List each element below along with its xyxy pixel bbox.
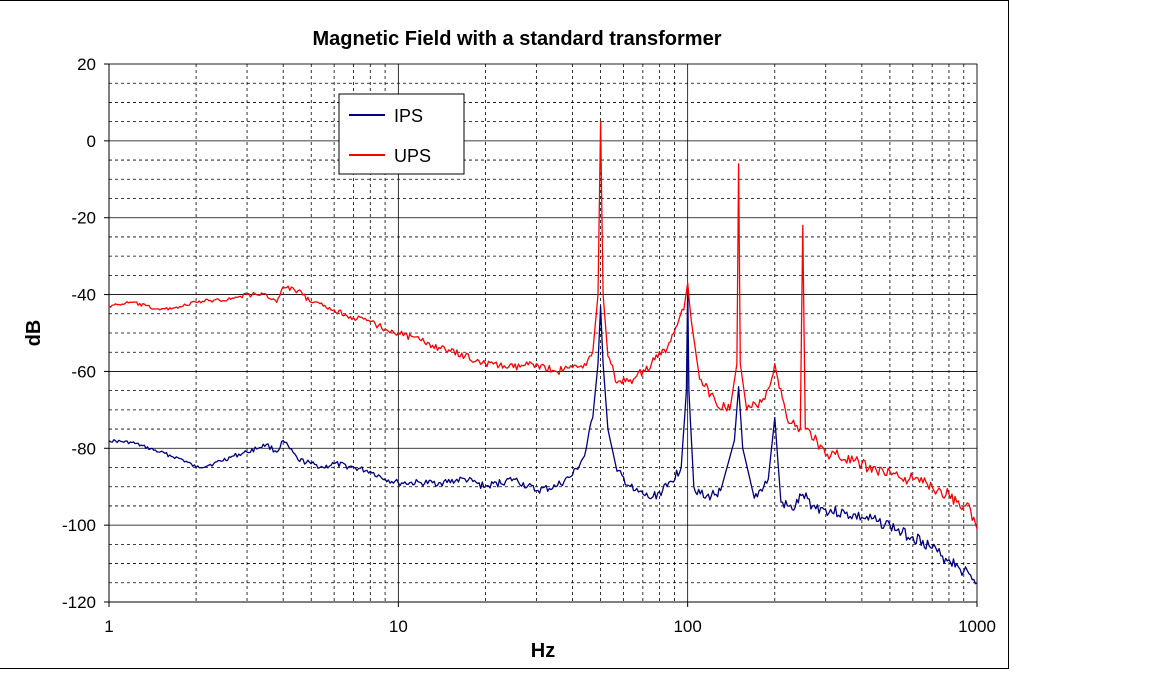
series-line-ups: [108, 120, 978, 530]
legend-label-ips: IPS: [394, 106, 423, 126]
series-line-ips: [108, 286, 978, 585]
y-tick-label: -100: [62, 516, 96, 535]
y-tick-label: -40: [71, 286, 96, 305]
x-axis-label: Hz: [531, 640, 555, 662]
y-tick-labels: 20 0 -20 -40 -60 -80 -100 -120: [62, 55, 96, 612]
gridlines: [104, 63, 978, 607]
y-tick-label: -120: [62, 593, 96, 612]
x-tick-label: 1000: [958, 617, 996, 636]
y-tick-label: 0: [87, 132, 96, 151]
y-tick-label: 20: [77, 55, 96, 74]
legend: IPS UPS: [338, 93, 465, 175]
x-tick-label: 100: [673, 617, 701, 636]
y-tick-label: -60: [71, 362, 96, 381]
x-tick-labels: 1 10 100 1000: [104, 617, 996, 636]
series-layer: [108, 120, 978, 585]
chart-frame: [0, 0, 1009, 669]
y-axis-label: dB: [23, 320, 45, 347]
chart-title: Magnetic Field with a standard transform…: [313, 28, 722, 50]
y-tick-label: -20: [71, 209, 96, 228]
x-tick-label: 1: [104, 617, 113, 636]
legend-label-ups: UPS: [394, 146, 431, 166]
y-tick-label: -80: [71, 439, 96, 458]
x-tick-label: 10: [389, 617, 408, 636]
legend-box: [338, 93, 465, 175]
